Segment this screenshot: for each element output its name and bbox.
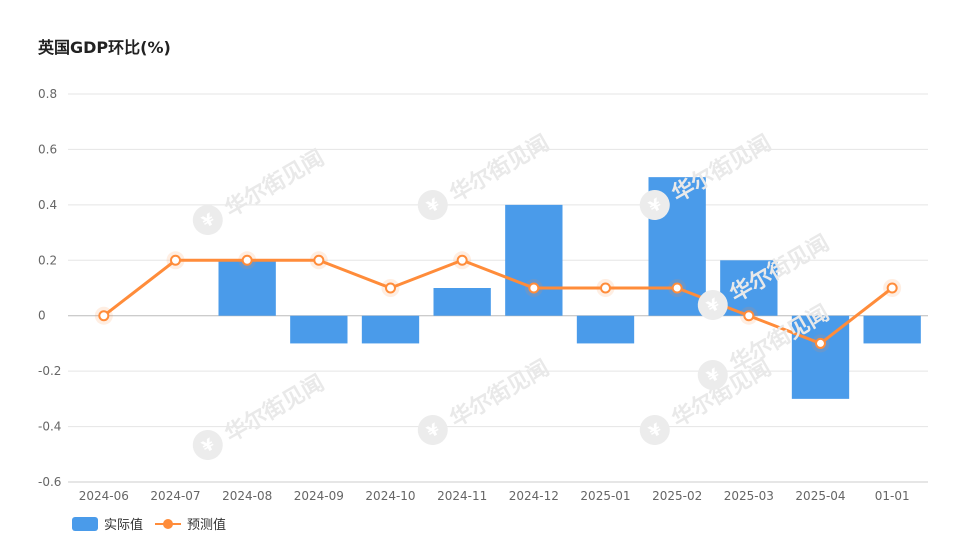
forecast-point[interactable] [98,310,110,322]
forecast-point[interactable] [743,310,755,322]
forecast-point[interactable] [385,282,396,294]
y-tick-label: 0.6 [38,142,57,156]
line-layer [94,251,902,353]
bar-actual[interactable] [361,315,420,344]
y-tick-label: -0.4 [38,420,61,434]
y-tick-label: 0.2 [38,253,57,267]
x-tick-label: 2025-02 [652,489,702,503]
legend-item-actual[interactable]: 实际值 [72,514,143,533]
bar-actual[interactable] [576,315,635,344]
y-tick-label: 0.8 [38,87,57,101]
legend-label-actual: 实际值 [104,518,144,533]
x-tick-label: 2024-06 [79,489,129,503]
forecast-point[interactable] [671,282,683,294]
x-tick-label: 2024-08 [222,489,272,503]
forecast-point[interactable] [456,254,468,266]
bar-actual[interactable] [505,204,563,316]
bar-actual[interactable] [218,260,276,316]
x-tick-label: 2025-03 [724,489,774,503]
x-tick-label: 2024-09 [294,489,344,503]
forecast-point[interactable] [600,282,611,294]
x-tick-label: 01-01 [875,489,910,503]
label-layer: 0.8 0.6 0.4 0.2 0 -0.2 -0.4 -0.6 2024-06 2024-07 2… [38,87,910,503]
legend-item-forecast[interactable]: 预测值 [155,514,226,533]
x-tick-label: 2025-01 [580,489,630,503]
y-tick-label: 0.4 [38,198,57,212]
forecast-line [102,258,894,345]
x-tick-label: 2024-07 [150,489,200,503]
forecast-point[interactable] [815,337,826,349]
legend-line-swatch [155,517,182,531]
x-tick-label: 2025-04 [795,489,845,503]
y-tick-label: -0.6 [38,475,61,489]
forecast-point[interactable] [170,254,181,266]
legend: 实际值 预测值 [72,514,230,533]
forecast-point[interactable] [313,254,325,266]
legend-bar-swatch [72,516,98,531]
bar-actual[interactable] [863,315,921,344]
grid-layer [68,93,928,483]
bar-actual[interactable] [290,315,348,344]
chart-title: 英国GDP环比(%) [38,38,171,57]
forecast-point[interactable] [886,282,898,294]
y-tick-label: -0.2 [38,364,61,378]
x-tick-label: 2024-10 [365,489,415,503]
x-tick-label: 2024-11 [437,489,487,503]
x-tick-label: 2024-12 [509,489,559,503]
y-tick-label: 0 [38,309,46,323]
forecast-point[interactable] [528,282,540,294]
bar-actual[interactable] [433,288,491,316]
forecast-point[interactable] [241,254,253,266]
legend-label-forecast: 预测值 [187,518,227,533]
